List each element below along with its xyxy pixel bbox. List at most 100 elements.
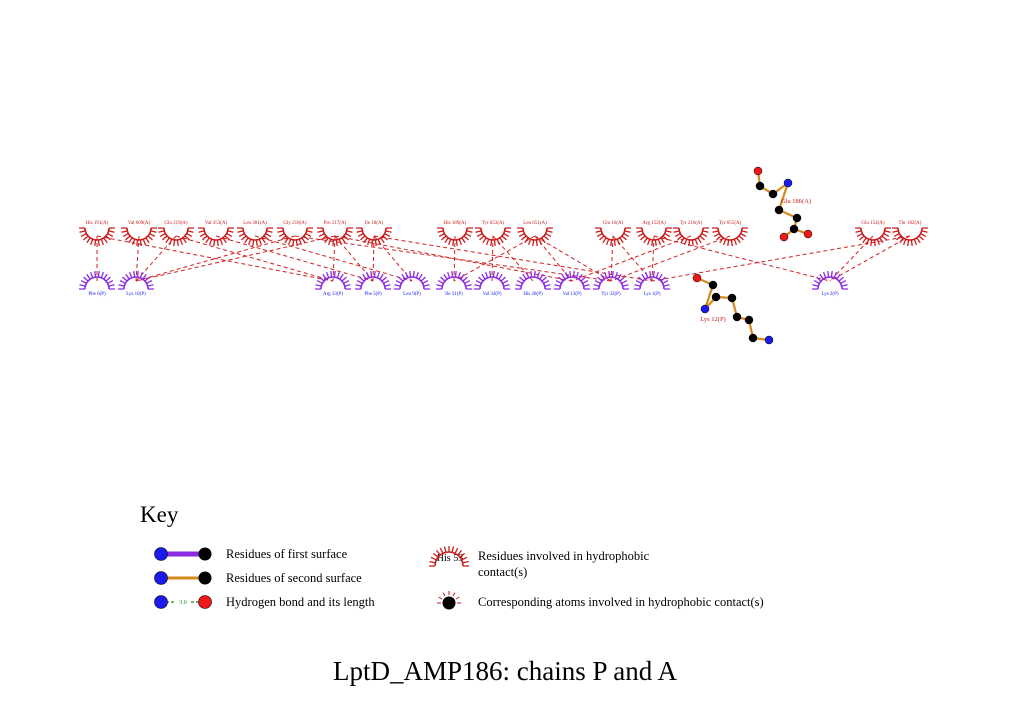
residue-label: His 191(A) <box>86 221 109 226</box>
hydrophobic-contact-line <box>610 235 731 282</box>
residue-label: Phe 6(P) <box>88 292 106 297</box>
carbon-atom-icon <box>768 189 778 199</box>
residue-arcs: His 191(A) Val 609(A) Gln 219(A) Val 353(A)… <box>79 221 928 297</box>
key-first-surface: Residues of first surface <box>154 547 348 561</box>
carbon-atom-icon <box>792 213 802 223</box>
residue-label: Leu 9(P) <box>403 292 421 297</box>
hydrophobic-contact-line <box>610 235 614 282</box>
residue-label: Val 34(P) <box>482 292 501 297</box>
residue-label: Gly 218(A) <box>283 221 307 226</box>
residue-label: Val 609(A) <box>128 221 151 226</box>
oxygen-atom-icon <box>779 232 789 242</box>
key-second-surface: Residues of second surface <box>154 571 362 585</box>
key-first-surface-label: Residues of first surface <box>226 547 348 561</box>
residue-label: Phe 5(P) <box>364 292 382 297</box>
carbon-atom-icon <box>711 292 721 302</box>
ligand-label: Lys 12(P) <box>700 316 725 323</box>
residue-label: Leu 381(A) <box>243 221 267 226</box>
residue-label: Arg 152(A) <box>642 221 666 226</box>
residue-chain-p: Phe 6(P) <box>79 271 115 297</box>
residue-chain-p: Val 13(P) <box>554 271 590 297</box>
residue-label: Glu 154(A) <box>861 221 885 226</box>
hydrophobic-contact-line <box>215 235 374 282</box>
residue-label: Tyr 655(A) <box>719 221 742 226</box>
carbon-atom-icon <box>732 312 742 322</box>
residue-chain-p: Leu 9(P) <box>394 271 430 297</box>
hydrophobic-contact-line <box>653 235 831 282</box>
residue-label: Leu 651(A) <box>523 221 547 226</box>
nitrogen-atom-icon <box>764 335 774 345</box>
carbon-atom-icon <box>727 293 737 303</box>
residue-chain-p: Val 34(P) <box>474 271 510 297</box>
hydrophobic-contact-line <box>135 235 140 282</box>
key-hbond-label: Hydrogen bond and its length <box>226 595 375 609</box>
residue-chain-a: Thr 182(A) <box>892 221 928 246</box>
residue-label: Arg 33(P) <box>323 292 343 297</box>
key-hbond: 3.0 Hydrogen bond and its length <box>154 595 375 609</box>
residue-chain-a: Tyr 655(A) <box>712 221 748 246</box>
residue-label: Val 13(P) <box>562 292 581 297</box>
hydrophobic-contacts <box>96 235 911 282</box>
hydrophobic-contact-line <box>571 235 692 282</box>
hydrophobic-contact-line <box>135 235 336 282</box>
residue-chain-a: Val 353(A) <box>198 221 234 246</box>
ligand-lys-12: Lys 12(P) <box>692 273 774 345</box>
residue-chain-a: Ile 18(A) <box>356 221 392 246</box>
residue-chain-p: Arg 33(P) <box>315 271 351 297</box>
residue-chain-a: Pro 217(A) <box>317 221 353 246</box>
residue-label: Ile 18(A) <box>365 221 384 226</box>
nitrogen-atom-icon <box>154 571 168 585</box>
hydrophobic-contact-line <box>651 235 655 282</box>
residue-chain-a: Gly 218(A) <box>277 221 313 246</box>
carbon-atom-icon <box>198 571 212 585</box>
hydrophobic-contact-line <box>453 235 456 282</box>
residue-label: Ile 31(P) <box>445 292 463 297</box>
residue-chain-a: Glu 16(A) <box>595 221 631 246</box>
residue-label: Lys 2(P) <box>821 292 838 297</box>
hydrophobic-contact-line <box>175 235 334 282</box>
carbon-atom-icon <box>789 224 799 234</box>
key-example-residue-label: His 53 <box>437 553 463 564</box>
residue-label: Thr 182(A) <box>899 221 922 226</box>
residue-chain-a: Leu 651(A) <box>517 221 553 246</box>
carbon-atom-icon <box>744 315 754 325</box>
oxygen-atom-icon <box>753 166 763 176</box>
residue-chain-a: Gln 219(A) <box>158 221 194 246</box>
oxygen-atom-icon <box>803 229 813 239</box>
carbon-atom-icon <box>708 280 718 290</box>
hydrophobic-contact-line <box>254 235 413 282</box>
residue-chain-a: Arg 152(A) <box>636 221 672 246</box>
hydrophobic-contact-line <box>96 235 334 282</box>
residue-chain-p: Tyr 32(P) <box>593 271 629 297</box>
hydrophobic-contact-line <box>534 235 612 282</box>
ligand-label: Glu 186(A) <box>781 198 811 205</box>
nitrogen-atom-icon <box>154 595 168 609</box>
key-hydrophobic-atom: Corresponding atoms involved in hydropho… <box>437 591 764 610</box>
key-second-surface-label: Residues of second surface <box>226 571 362 585</box>
residue-chain-p: Lys 10(P) <box>118 271 154 297</box>
residue-chain-a: His 189(A) <box>437 221 473 246</box>
residue-label: Glu 16(A) <box>603 221 624 226</box>
carbon-atom-icon <box>774 205 784 215</box>
residue-label: Tyr 653(A) <box>482 221 505 226</box>
residue-chain-a: Tyr 653(A) <box>475 221 511 246</box>
oxygen-atom-icon <box>198 595 212 609</box>
hydrophobic-contact-line <box>135 235 177 282</box>
residue-label: His 189(A) <box>444 221 467 226</box>
residue-chain-p: His 28(P) <box>515 271 551 297</box>
key-legend: Key Residues of first surface Residues o… <box>140 502 764 610</box>
residue-label: His 28(P) <box>523 292 543 297</box>
hydrophobic-contact-line <box>334 235 573 282</box>
key-hydrophobic-label-1: Residues involved in hydrophobic <box>478 549 650 563</box>
key-hydrophobic-residue: His 53 Residues involved in hydrophobic … <box>429 546 650 579</box>
hydrophobic-arc-icon <box>429 546 469 567</box>
carbon-atom-icon <box>748 333 758 343</box>
carbon-atom-icon <box>198 547 212 561</box>
key-hydrophobic-atom-label: Corresponding atoms involved in hydropho… <box>478 595 764 609</box>
nitrogen-atom-icon <box>154 547 168 561</box>
residue-chain-a: Val 609(A) <box>121 221 157 246</box>
residue-label: Pro 217(A) <box>324 221 347 226</box>
carbon-atom-icon <box>755 181 765 191</box>
key-title: Key <box>140 502 179 527</box>
